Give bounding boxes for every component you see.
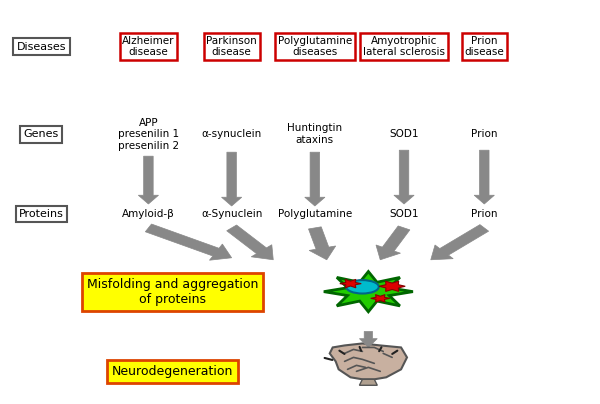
Text: Misfolding and aggregation
of proteins: Misfolding and aggregation of proteins [86,278,258,306]
Text: Proteins: Proteins [19,209,64,219]
Text: Prion
disease: Prion disease [464,36,504,57]
Polygon shape [139,156,158,204]
Text: Prion: Prion [471,129,497,139]
Polygon shape [371,295,390,302]
Text: Amyotrophic
lateral sclerosis: Amyotrophic lateral sclerosis [363,36,445,57]
Text: APP
presenilin 1
presenilin 2: APP presenilin 1 presenilin 2 [118,118,179,151]
Polygon shape [305,152,325,206]
Text: Diseases: Diseases [17,42,66,52]
Text: Huntingtin
ataxins: Huntingtin ataxins [287,124,343,145]
Text: α-Synuclein: α-Synuclein [201,209,262,219]
Text: Prion: Prion [471,209,497,219]
Polygon shape [330,343,407,379]
Text: Genes: Genes [24,129,59,139]
Polygon shape [227,225,273,260]
Ellipse shape [346,280,379,294]
Polygon shape [379,281,405,291]
Text: SOD1: SOD1 [389,129,419,139]
Polygon shape [431,225,488,260]
Text: Parkinson
disease: Parkinson disease [206,36,257,57]
Polygon shape [394,150,414,204]
Polygon shape [359,332,377,347]
Polygon shape [359,379,377,385]
Polygon shape [376,226,410,260]
Polygon shape [474,150,494,204]
Polygon shape [308,227,335,260]
Text: SOD1: SOD1 [389,209,419,219]
Polygon shape [145,224,232,260]
Polygon shape [221,152,242,206]
Text: Alzheimer
disease: Alzheimer disease [122,36,175,57]
Text: Neurodegeneration: Neurodegeneration [112,365,233,378]
Text: Polyglutamine
diseases: Polyglutamine diseases [278,36,352,57]
Text: α-synuclein: α-synuclein [202,129,262,139]
Polygon shape [324,271,413,312]
Polygon shape [340,280,361,288]
Text: Amyloid-β: Amyloid-β [122,209,175,219]
Text: Polyglutamine: Polyglutamine [278,209,352,219]
